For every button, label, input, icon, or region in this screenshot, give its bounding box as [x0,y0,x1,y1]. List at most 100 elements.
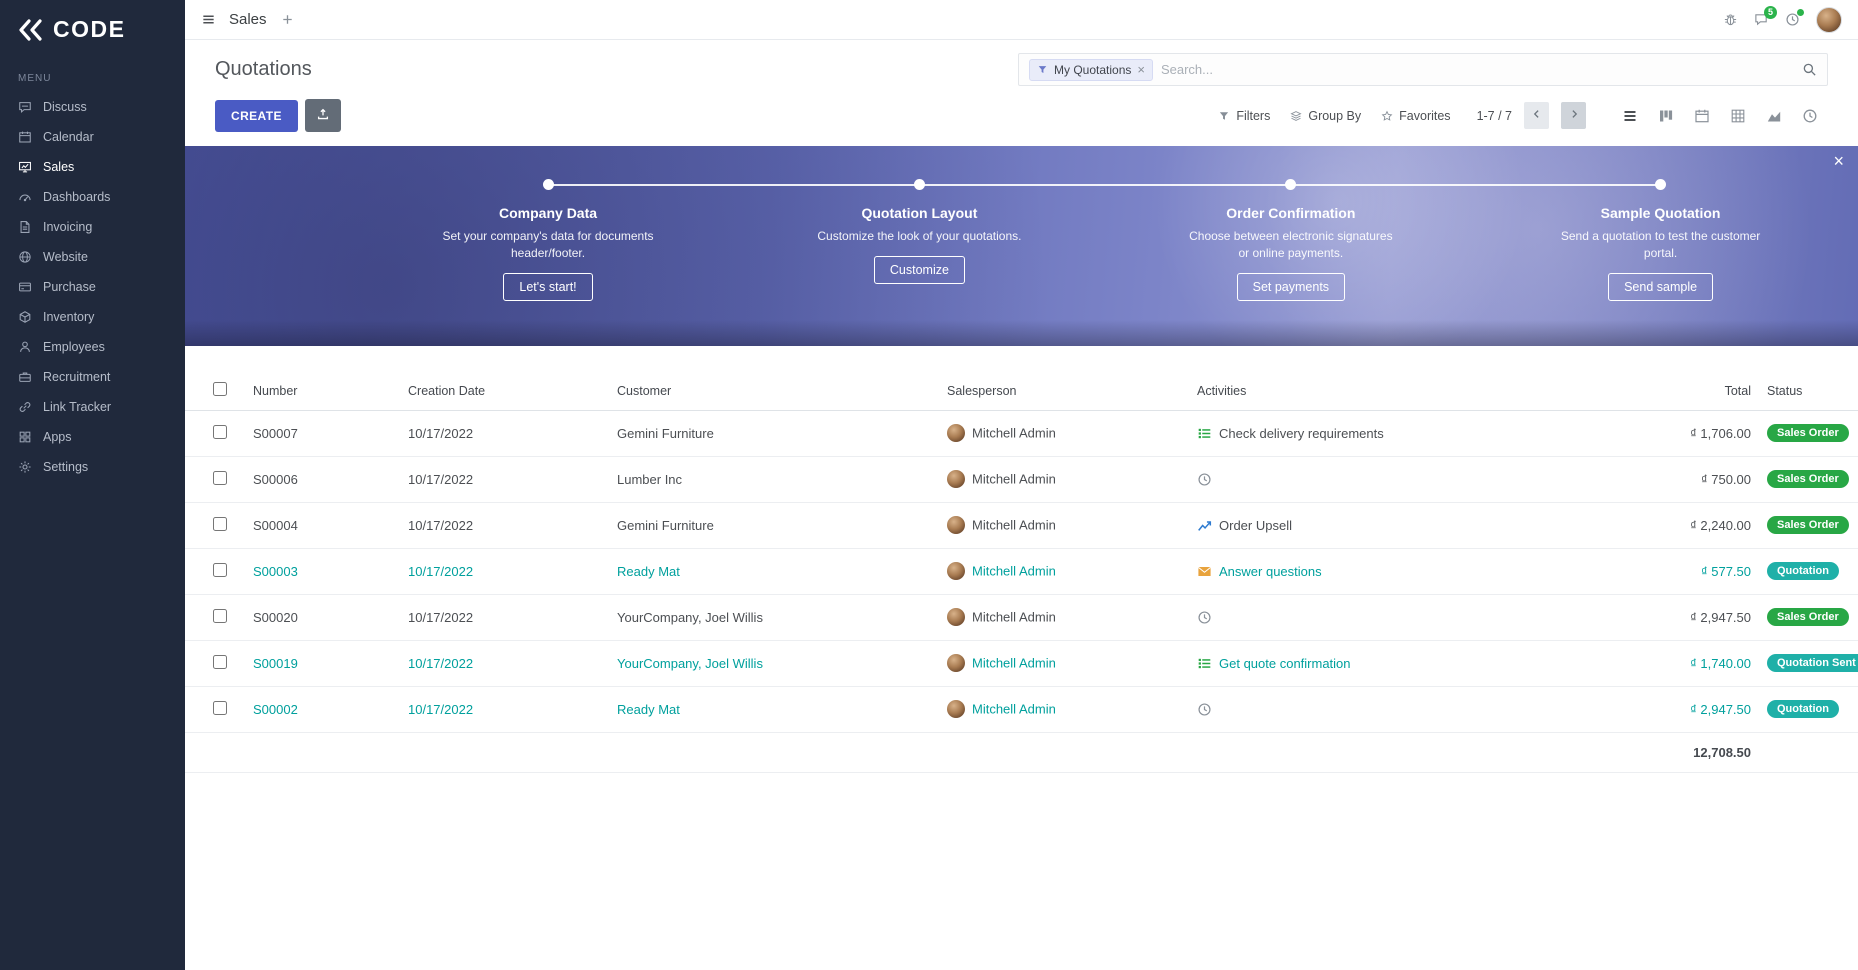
step-action-button[interactable]: Set payments [1237,273,1345,301]
cell-customer[interactable]: Lumber Inc [609,456,939,502]
cell-creation-date[interactable]: 10/17/2022 [400,548,609,594]
cell-activities[interactable]: Answer questions [1189,548,1579,594]
column-header-creation-date[interactable]: Creation Date [400,372,609,410]
cell-activities[interactable]: Order Upsell [1189,502,1579,548]
step-action-button[interactable]: Let's start! [503,273,592,301]
view-pivot-button[interactable] [1720,101,1756,131]
row-checkbox[interactable] [213,471,227,485]
cell-number[interactable]: S00007 [245,410,400,456]
cell-activities[interactable] [1189,594,1579,640]
search-facet-my-quotations[interactable]: My Quotations × [1029,59,1153,81]
hamburger-menu-icon[interactable] [201,12,216,27]
cell-number[interactable]: S00002 [245,686,400,732]
search-bar[interactable]: My Quotations × [1018,53,1828,86]
envelope-icon[interactable] [1197,564,1212,579]
banner-close-icon[interactable]: × [1833,152,1844,170]
cell-salesperson[interactable]: Mitchell Admin [939,640,1189,686]
column-header-customer[interactable]: Customer [609,372,939,410]
quotation-row-S00002[interactable]: S0000210/17/2022Ready MatMitchell Admin₫… [185,686,1858,732]
view-activity-button[interactable] [1792,101,1828,131]
cell-creation-date[interactable]: 10/17/2022 [400,410,609,456]
quotation-row-S00007[interactable]: S0000710/17/2022Gemini FurnitureMitchell… [185,410,1858,456]
sidebar-item-employees[interactable]: Employees [0,332,185,362]
cell-customer[interactable]: Gemini Furniture [609,502,939,548]
column-header-salesperson[interactable]: Salesperson [939,372,1189,410]
column-header-activities[interactable]: Activities [1189,372,1579,410]
cell-customer[interactable]: Gemini Furniture [609,410,939,456]
sidebar-item-apps[interactable]: Apps [0,422,185,452]
cell-number[interactable]: S00003 [245,548,400,594]
cell-activities[interactable] [1189,456,1579,502]
cell-activities[interactable]: Get quote confirmation [1189,640,1579,686]
sidebar-item-link-tracker[interactable]: Link Tracker [0,392,185,422]
search-input[interactable] [1161,62,1794,77]
export-button[interactable] [305,99,341,132]
cell-customer[interactable]: Ready Mat [609,686,939,732]
view-list-button[interactable] [1612,101,1648,131]
cell-activities[interactable] [1189,686,1579,732]
sidebar-item-sales[interactable]: Sales [0,152,185,182]
clock-icon[interactable] [1197,610,1212,625]
filters-button[interactable]: Filters [1218,109,1270,123]
sidebar-item-inventory[interactable]: Inventory [0,302,185,332]
cell-customer[interactable]: YourCompany, Joel Willis [609,594,939,640]
row-checkbox[interactable] [213,517,227,531]
sidebar-item-dashboards[interactable]: Dashboards [0,182,185,212]
tasks-icon[interactable] [1197,426,1212,441]
step-action-button[interactable]: Send sample [1608,273,1713,301]
column-header-total[interactable]: Total [1579,372,1759,410]
view-kanban-button[interactable] [1648,101,1684,131]
search-icon[interactable] [1802,62,1817,77]
clock-icon[interactable] [1197,472,1212,487]
plus-icon[interactable] [280,12,295,27]
step-action-button[interactable]: Customize [874,256,965,284]
cell-customer[interactable]: YourCompany, Joel Willis [609,640,939,686]
pager-next-button[interactable] [1561,102,1586,129]
cell-creation-date[interactable]: 10/17/2022 [400,456,609,502]
sidebar-item-discuss[interactable]: Discuss [0,92,185,122]
cell-creation-date[interactable]: 10/17/2022 [400,686,609,732]
quotation-row-S00019[interactable]: S0001910/17/2022YourCompany, Joel Willis… [185,640,1858,686]
cell-customer[interactable]: Ready Mat [609,548,939,594]
group-by-button[interactable]: Group By [1290,109,1361,123]
cell-creation-date[interactable]: 10/17/2022 [400,594,609,640]
quotation-row-S00020[interactable]: S0002010/17/2022YourCompany, Joel Willis… [185,594,1858,640]
sidebar-item-settings[interactable]: Settings [0,452,185,482]
sidebar-item-calendar[interactable]: Calendar [0,122,185,152]
favorites-button[interactable]: Favorites [1381,109,1450,123]
bug-icon[interactable] [1723,12,1738,27]
sidebar-item-website[interactable]: Website [0,242,185,272]
column-header-number[interactable]: Number [245,372,400,410]
cell-creation-date[interactable]: 10/17/2022 [400,502,609,548]
sidebar-item-recruitment[interactable]: Recruitment [0,362,185,392]
facet-remove-icon[interactable]: × [1137,63,1145,76]
column-header-status[interactable]: Status [1759,372,1858,410]
clock-icon[interactable] [1197,702,1212,717]
app-logo[interactable]: CODE [0,0,185,57]
cell-activities[interactable]: Check delivery requirements [1189,410,1579,456]
quotation-row-S00003[interactable]: S0000310/17/2022Ready MatMitchell AdminA… [185,548,1858,594]
quotation-row-S00004[interactable]: S0000410/17/2022Gemini FurnitureMitchell… [185,502,1858,548]
cell-salesperson[interactable]: Mitchell Admin [939,548,1189,594]
tasks-icon[interactable] [1197,656,1212,671]
cell-number[interactable]: S00020 [245,594,400,640]
row-checkbox[interactable] [213,563,227,577]
pager-previous-button[interactable] [1524,102,1549,129]
cell-salesperson[interactable]: Mitchell Admin [939,502,1189,548]
cell-number[interactable]: S00004 [245,502,400,548]
view-graph-button[interactable] [1756,101,1792,131]
quotation-row-S00006[interactable]: S0000610/17/2022Lumber IncMitchell Admin… [185,456,1858,502]
row-checkbox[interactable] [213,609,227,623]
cell-creation-date[interactable]: 10/17/2022 [400,640,609,686]
row-checkbox[interactable] [213,701,227,715]
cell-salesperson[interactable]: Mitchell Admin [939,456,1189,502]
chart-icon[interactable] [1197,518,1212,533]
current-app-name[interactable]: Sales [229,11,267,28]
cell-salesperson[interactable]: Mitchell Admin [939,410,1189,456]
cell-salesperson[interactable]: Mitchell Admin [939,686,1189,732]
user-avatar[interactable] [1816,7,1842,33]
cell-number[interactable]: S00006 [245,456,400,502]
cell-salesperson[interactable]: Mitchell Admin [939,594,1189,640]
view-calendar-button[interactable] [1684,101,1720,131]
cell-number[interactable]: S00019 [245,640,400,686]
